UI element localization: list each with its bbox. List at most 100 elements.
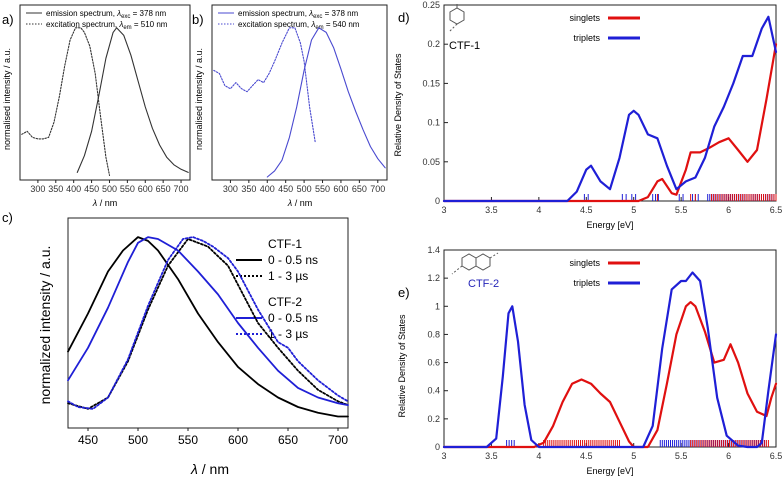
legend-label-b-1: excitation spectrum, λem = 540 nm [238,20,360,31]
panel-d-ylabel: Relative Density of States [393,53,403,157]
panel-c-xlabel: λ / nm [190,461,229,477]
panel-c: c) normalized intensity / a.u. 450 500 550… [2,210,349,477]
panel-e-stick-spectrum [506,440,769,447]
panel-d-stick-spectrum [583,194,777,201]
ytick-label-e-0: 0 [435,442,440,452]
xtick-label-d-5: 5.5 [675,205,688,215]
legend-label-a-0: emission spectrum, λexc = 378 nm [46,9,167,20]
xtick-label-a-3: 450 [84,184,99,194]
xtick-label-e-0: 3 [441,451,446,461]
ytick-label-e-1: 0.2 [427,414,440,424]
panel-a-xlabel-unit: / nm [97,198,117,208]
xtick-label-c-3: 600 [228,433,248,447]
panel-c-series [67,236,349,418]
xtick-label-a-8: 700 [174,184,189,194]
xtick-label-c-1: 500 [128,433,148,447]
legend-label-c-1-1: 1 - 3 µs [268,327,308,341]
panel-b-label: b) [192,12,204,27]
panel-d-molecule-label: CTF-1 [449,40,480,52]
ytick-label-d-4: 0.2 [427,39,440,49]
panel-a-xlabel: λ / nm [92,198,117,208]
xtick-label-d-4: 5 [631,205,636,215]
ytick-label-d-2: 0.1 [427,118,440,128]
ytick-label-e-3: 0.6 [427,358,440,368]
xtick-label-c-0: 450 [78,433,98,447]
series-line-d-0 [442,43,778,203]
legend-label-d-0: singlets [569,13,600,23]
xtick-label-a-1: 350 [48,184,63,194]
xtick-label-a-5: 550 [120,184,135,194]
panel-e-ylabel: Relative Density of States [397,314,407,418]
ytick-label-e-6: 1.2 [427,273,440,283]
benzene-structure-icon [448,4,465,33]
ytick-label-e-4: 0.8 [427,329,440,339]
panel-e-molecule-label: CTF-2 [468,278,499,290]
panel-e-label: e) [398,285,410,300]
panel-b: b) normalised intensity / a.u. 300 350 400… [192,4,388,208]
panel-b-xlabel: λ / nm [287,198,312,208]
panel-e-yticks: 0 0.2 0.4 0.6 0.8 1 1.2 1.4 [427,245,448,452]
panel-b-ylabel: normalised intensity / a.u. [194,48,204,150]
panel-a-xticks: 300 350 400 450 500 550 600 650 700 [30,180,189,194]
xtick-label-b-3: 450 [278,184,293,194]
series-line-c-3 [67,236,349,410]
xtick-label-d-6: 6 [726,205,731,215]
panel-c-plot-area [67,217,349,429]
legend-label-a-1: excitation spectrum, λem = 510 nm [46,20,168,31]
xtick-label-c-2: 550 [178,433,198,447]
panel-c-xlabel-unit: / nm [198,461,229,477]
legend-label-d-1: triplets [573,33,600,43]
panel-b-xlabel-unit: / nm [292,198,312,208]
panel-d-legend: singlets triplets [569,13,640,43]
ytick-label-d-5: 0.25 [422,0,440,10]
panel-d-yticks: 0 0.05 0.1 0.15 0.2 0.25 [422,0,448,206]
panel-a-ylabel: normalised intensity / a.u. [2,48,12,150]
panel-b-series [213,27,386,178]
xtick-label-a-7: 650 [156,184,171,194]
panel-e-xlabel: Energy [eV] [586,466,633,476]
xtick-label-b-2: 400 [260,184,275,194]
panel-b-xlabel-symbol: λ [287,198,292,208]
naphthalene-structure-icon [451,252,499,275]
panel-d-xticks: 3 3.5 4 4.5 5 5.5 6 6.5 [441,197,782,215]
panel-a-label: a) [2,12,14,27]
xtick-label-c-4: 650 [278,433,298,447]
xtick-label-e-4: 5 [631,451,636,461]
ytick-label-d-1: 0.05 [422,157,440,167]
xtick-label-b-6: 600 [333,184,348,194]
series-line-b-1 [213,27,316,143]
panel-d-xlabel: Energy [eV] [586,220,633,230]
panel-a-legend: emission spectrum, λexc = 378 nmexcitati… [26,9,168,31]
panel-a-plot-area [19,4,191,181]
legend-label-b-0: emission spectrum, λexc = 378 nm [238,9,359,20]
xtick-label-a-2: 400 [66,184,81,194]
xtick-label-b-4: 500 [297,184,312,194]
panel-c-legend: CTF-1 0 - 0.5 ns 1 - 3 µs CTF-2 0 - 0.5 ns 1 … [236,237,318,341]
ytick-label-d-0: 0 [435,196,440,206]
xtick-label-c-5: 700 [328,433,348,447]
series-line-a-1 [21,27,111,176]
legend-group-title-1: CTF-2 [268,295,302,309]
xtick-label-d-0: 3 [441,205,446,215]
panel-c-xticks: 450 500 550 600 650 700 [78,428,348,447]
legend-label-e-1: triplets [573,278,600,288]
xtick-label-b-1: 350 [241,184,256,194]
xtick-label-d-1: 3.5 [485,205,498,215]
ytick-label-e-5: 1 [435,301,440,311]
xtick-label-e-2: 4 [536,451,541,461]
panel-a-xlabel-symbol: λ [92,198,97,208]
xtick-label-b-7: 650 [352,184,367,194]
series-line-c-2 [67,236,349,407]
xtick-label-a-6: 600 [138,184,153,194]
legend-group-title-0: CTF-1 [268,237,302,251]
xtick-label-d-7: 6.5 [770,205,783,215]
panel-c-label: c) [2,210,13,225]
xtick-label-b-8: 700 [370,184,385,194]
panel-b-xticks: 300 350 400 450 500 550 600 650 700 [223,180,385,194]
panel-c-xlabel-symbol: λ [190,461,198,477]
ytick-label-e-7: 1.4 [427,245,440,255]
xtick-label-e-5: 5.5 [675,451,688,461]
xtick-label-d-3: 4.5 [580,205,593,215]
series-line-d-1 [442,15,778,203]
